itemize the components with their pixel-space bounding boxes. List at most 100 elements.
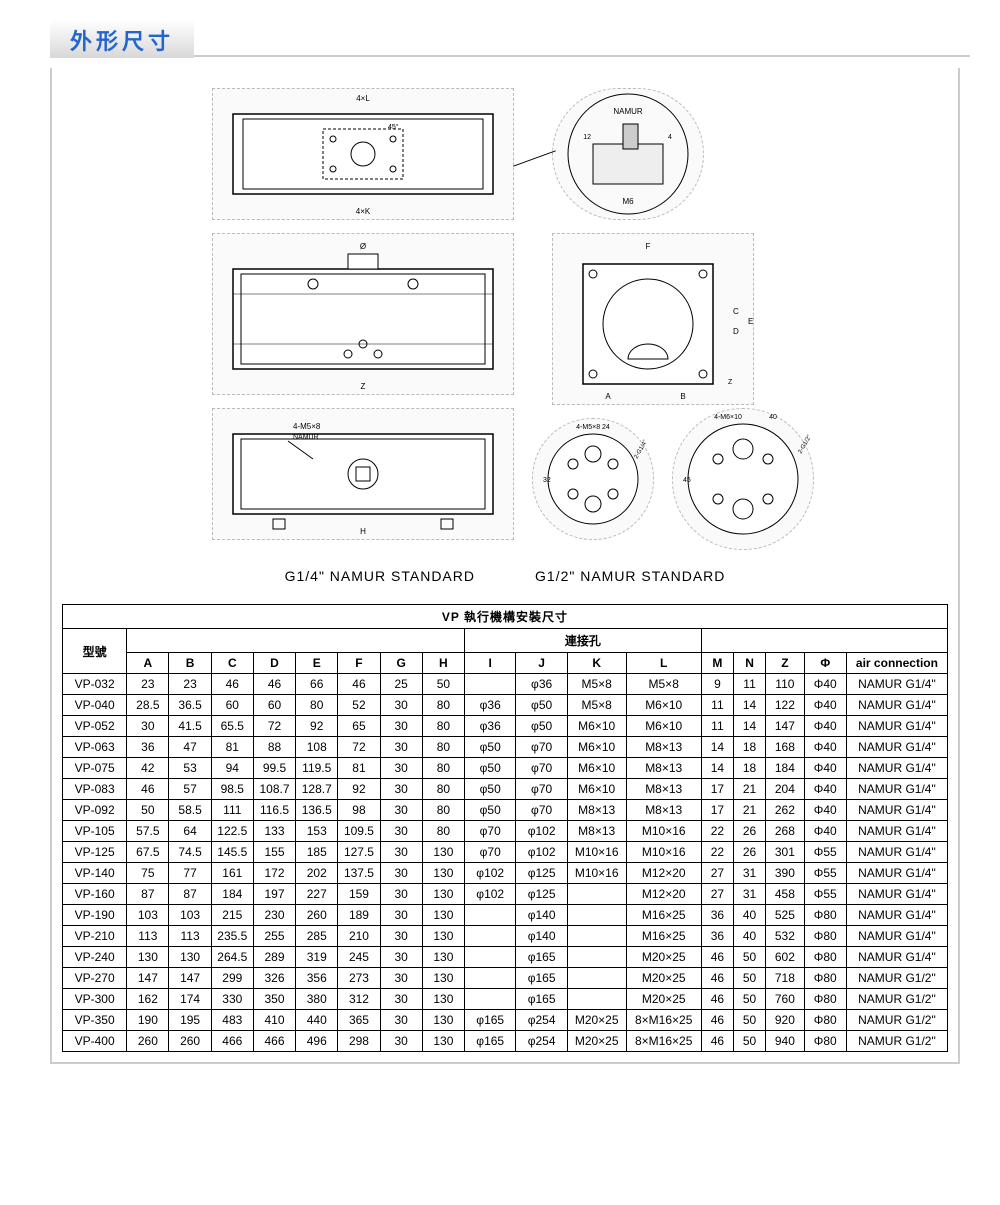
cell-n: 21 <box>733 779 765 800</box>
cell-i: φ102 <box>465 863 516 884</box>
cell-d: 46 <box>253 674 295 695</box>
cell-i <box>465 989 516 1010</box>
cell-m: 46 <box>701 968 733 989</box>
cell-c: 483 <box>211 1010 253 1031</box>
cell-n: 50 <box>733 947 765 968</box>
col-header-f: F <box>338 653 380 674</box>
cell-i <box>465 674 516 695</box>
cell-l: M10×16 <box>626 842 701 863</box>
col-header-airconnection: air connection <box>846 653 947 674</box>
cell-phi: Φ40 <box>804 695 846 716</box>
cell-m: 27 <box>701 884 733 905</box>
cell-h: 50 <box>422 674 464 695</box>
cell-z: 110 <box>766 674 805 695</box>
cell-h: 130 <box>422 989 464 1010</box>
cell-n: 26 <box>733 821 765 842</box>
cell-l: M8×13 <box>626 779 701 800</box>
cell-model: VP-063 <box>63 737 127 758</box>
cell-j: φ125 <box>516 863 567 884</box>
cell-g: 30 <box>380 1010 422 1031</box>
cell-m: 11 <box>701 716 733 737</box>
diagram-flange-g12: 4-M6×10 40 45 2-G1/2" <box>672 408 814 550</box>
table-title: VP 執行機構安裝尺寸 <box>63 605 948 629</box>
cell-b: 64 <box>169 821 211 842</box>
table-row: VP-27014714729932635627330130φ165M20×254… <box>63 968 948 989</box>
table-row: VP-07542539499.5119.5813080φ50φ70M6×10M8… <box>63 758 948 779</box>
table-row: VP-210113113235.525528521030130φ140M16×2… <box>63 926 948 947</box>
cell-h: 130 <box>422 968 464 989</box>
cell-i: φ165 <box>465 1031 516 1052</box>
cell-h: 80 <box>422 800 464 821</box>
cell-c: 215 <box>211 905 253 926</box>
cell-h: 130 <box>422 905 464 926</box>
table-head: VP 執行機構安裝尺寸 型號 連接孔 ABCDEFGHIJKLMNZΦair c… <box>63 605 948 674</box>
table-row: VP-10557.564122.5133153109.53080φ70φ102M… <box>63 821 948 842</box>
cell-g: 30 <box>380 926 422 947</box>
table-row: VP-1407577161172202137.530130φ102φ125M10… <box>63 863 948 884</box>
cell-l: 8×M16×25 <box>626 1010 701 1031</box>
cell-k: M6×10 <box>567 758 626 779</box>
cell-a: 42 <box>127 758 169 779</box>
svg-text:D: D <box>733 327 739 336</box>
cell-k <box>567 926 626 947</box>
cell-air: NAMUR G1/4" <box>846 737 947 758</box>
cell-model: VP-160 <box>63 884 127 905</box>
caption-g14: G1/4" NAMUR STANDARD <box>285 568 475 584</box>
col-header-z: Z <box>766 653 805 674</box>
cell-f: 189 <box>338 905 380 926</box>
cell-k <box>567 989 626 1010</box>
cell-model: VP-190 <box>63 905 127 926</box>
cell-air: NAMUR G1/4" <box>846 905 947 926</box>
cell-model: VP-083 <box>63 779 127 800</box>
cell-b: 195 <box>169 1010 211 1031</box>
cell-phi: Φ55 <box>804 884 846 905</box>
cell-f: 298 <box>338 1031 380 1052</box>
cell-d: 466 <box>253 1031 295 1052</box>
table-row: VP-19010310321523026018930130φ140M16×253… <box>63 905 948 926</box>
svg-text:2-G1/2": 2-G1/2" <box>798 434 813 455</box>
cell-d: 155 <box>253 842 295 863</box>
cell-e: 92 <box>296 716 338 737</box>
cell-a: 87 <box>127 884 169 905</box>
cell-n: 21 <box>733 800 765 821</box>
cell-a: 190 <box>127 1010 169 1031</box>
cell-n: 11 <box>733 674 765 695</box>
cell-a: 50 <box>127 800 169 821</box>
cell-m: 14 <box>701 737 733 758</box>
cell-g: 30 <box>380 758 422 779</box>
cell-c: 235.5 <box>211 926 253 947</box>
cell-i <box>465 947 516 968</box>
svg-text:C: C <box>733 307 739 316</box>
cell-d: 289 <box>253 947 295 968</box>
cell-i: φ50 <box>465 779 516 800</box>
col-header-: Φ <box>804 653 846 674</box>
cell-z: 458 <box>766 884 805 905</box>
cell-l: M16×25 <box>626 905 701 926</box>
cell-c: 94 <box>211 758 253 779</box>
cell-l: M6×10 <box>626 695 701 716</box>
cell-a: 103 <box>127 905 169 926</box>
cell-k <box>567 947 626 968</box>
cell-air: NAMUR G1/4" <box>846 884 947 905</box>
cell-n: 31 <box>733 863 765 884</box>
cell-g: 30 <box>380 800 422 821</box>
cell-i <box>465 926 516 947</box>
cell-phi: Φ80 <box>804 968 846 989</box>
cell-a: 130 <box>127 947 169 968</box>
cell-model: VP-105 <box>63 821 127 842</box>
cell-l: M8×13 <box>626 800 701 821</box>
cell-i <box>465 968 516 989</box>
cell-c: 98.5 <box>211 779 253 800</box>
page: 外形尺寸 4×L 4×K 45° <box>0 20 1000 1064</box>
cell-i <box>465 905 516 926</box>
cell-b: 53 <box>169 758 211 779</box>
cell-m: 11 <box>701 695 733 716</box>
cell-a: 30 <box>127 716 169 737</box>
cell-j: φ36 <box>516 674 567 695</box>
cell-l: M6×10 <box>626 716 701 737</box>
cell-b: 87 <box>169 884 211 905</box>
cell-h: 130 <box>422 842 464 863</box>
top-view-svg: 4×L 4×K 45° <box>213 89 513 219</box>
cell-l: M12×20 <box>626 863 701 884</box>
cell-b: 103 <box>169 905 211 926</box>
